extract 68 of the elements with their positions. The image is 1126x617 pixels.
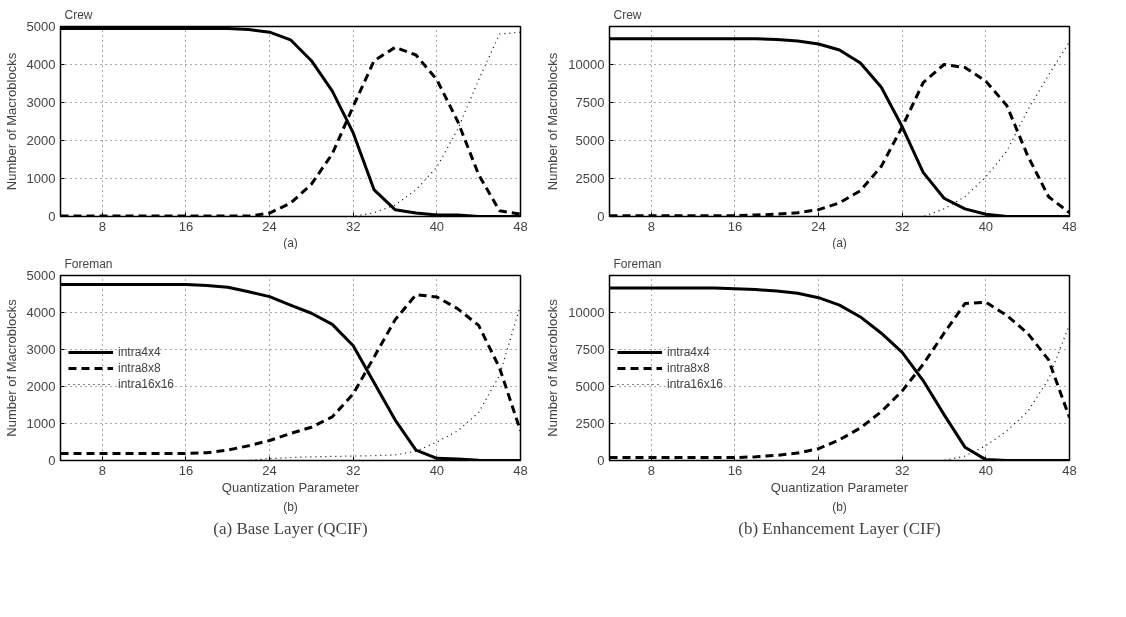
y-tick-label: 7500: [575, 95, 605, 110]
y-tick-label: 2500: [575, 416, 605, 431]
y-tick-label: 0: [48, 209, 56, 224]
y-tick-label: 5000: [575, 379, 605, 394]
text: (a) Base Layer (QCIF): [213, 518, 368, 538]
x-tick-label: 48: [513, 218, 528, 234]
y-tick-label: 7500: [575, 342, 605, 357]
x-tick-label: 40: [978, 462, 994, 478]
y-axis-title: Number of Macroblocks: [545, 298, 561, 437]
x-tick-label: 32: [895, 218, 910, 234]
y-tick-label: 4000: [26, 305, 56, 320]
x-tick-label: 40: [429, 462, 445, 478]
x-tick-label: 24: [811, 218, 826, 234]
chart-title: Crew: [64, 7, 93, 22]
text: (b): [832, 499, 847, 514]
x-tick-label: 24: [811, 462, 826, 478]
y-tick-label: 3000: [26, 342, 56, 357]
x-tick-label: 40: [429, 218, 445, 234]
text: (a): [832, 235, 847, 250]
y-tick-label: 0: [597, 209, 605, 224]
legend-label: intra8x8: [118, 360, 161, 375]
y-tick-label: 5000: [575, 133, 605, 148]
y-tick-label: 10000: [568, 57, 605, 72]
y-tick-label: 1000: [26, 171, 56, 186]
y-axis-title: Number of Macroblocks: [545, 52, 561, 191]
x-tick-label: 8: [98, 218, 106, 234]
x-tick-label: 24: [262, 218, 277, 234]
chart-title: Foreman: [64, 256, 113, 271]
y-tick-label: 1000: [26, 416, 56, 431]
y-axis-title: Number of Macroblocks: [3, 298, 19, 437]
y-tick-label: 0: [597, 453, 605, 468]
chart-title: Crew: [613, 7, 642, 22]
legend-label: intra16x16: [667, 376, 724, 391]
y-tick-label: 10000: [568, 305, 605, 320]
text: (b): [283, 499, 298, 514]
x-tick-label: 48: [1062, 218, 1077, 234]
x-tick-label: 32: [895, 462, 910, 478]
y-axis-title: Number of Macroblocks: [3, 52, 19, 191]
x-tick-label: 40: [978, 218, 994, 234]
y-tick-label: 2500: [575, 171, 605, 186]
text: (b) Enhancement Layer (CIF): [738, 518, 941, 538]
x-tick-label: 48: [1062, 462, 1077, 478]
y-tick-label: 0: [48, 453, 56, 468]
legend-label: intra4x4: [667, 344, 710, 359]
x-tick-label: 16: [178, 218, 194, 234]
y-tick-label: 5000: [26, 268, 56, 283]
legend-label: intra4x4: [118, 344, 161, 359]
legend-label: intra16x16: [118, 376, 175, 391]
y-tick-label: 5000: [26, 19, 56, 34]
x-tick-label: 32: [346, 462, 361, 478]
x-tick-label: 24: [262, 462, 277, 478]
legend-label: intra8x8: [667, 360, 710, 375]
x-tick-label: 48: [513, 462, 528, 478]
x-axis-title: Quantization Parameter: [221, 479, 360, 495]
x-tick-label: 8: [647, 462, 655, 478]
x-tick-label: 8: [647, 218, 655, 234]
y-tick-label: 2000: [26, 133, 56, 148]
x-tick-label: 16: [727, 218, 743, 234]
y-tick-label: 2000: [26, 379, 56, 394]
x-tick-label: 16: [727, 462, 743, 478]
y-tick-label: 3000: [26, 95, 56, 110]
x-tick-label: 32: [346, 218, 361, 234]
chart-title: Foreman: [613, 256, 662, 271]
text: (a): [283, 235, 298, 250]
y-tick-label: 4000: [26, 57, 56, 72]
x-axis-title: Quantization Parameter: [770, 479, 909, 495]
x-tick-label: 8: [98, 462, 106, 478]
x-tick-label: 16: [178, 462, 194, 478]
